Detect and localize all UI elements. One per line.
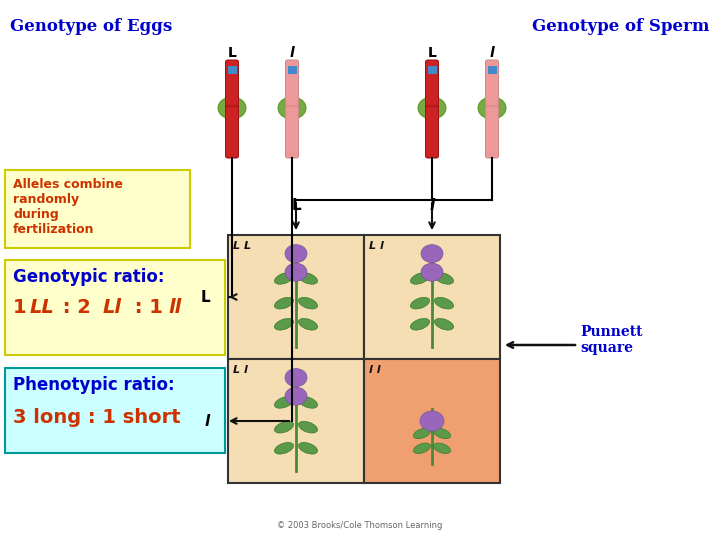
Text: Genotype of Sperm: Genotype of Sperm xyxy=(533,18,710,35)
Text: L l: L l xyxy=(369,241,384,251)
Ellipse shape xyxy=(410,319,430,330)
Text: Phenotypic ratio:: Phenotypic ratio: xyxy=(13,376,175,394)
Ellipse shape xyxy=(413,443,431,454)
FancyBboxPatch shape xyxy=(485,106,498,158)
Bar xyxy=(487,66,497,74)
Ellipse shape xyxy=(274,442,294,454)
Text: © 2003 Brooks/Cole Thomson Learning: © 2003 Brooks/Cole Thomson Learning xyxy=(277,521,443,530)
Ellipse shape xyxy=(218,97,246,119)
Text: Genotype of Eggs: Genotype of Eggs xyxy=(10,18,172,35)
FancyBboxPatch shape xyxy=(426,106,438,158)
Text: L: L xyxy=(200,289,210,305)
Ellipse shape xyxy=(434,298,454,309)
Ellipse shape xyxy=(418,97,446,119)
Text: ll: ll xyxy=(168,298,181,317)
Ellipse shape xyxy=(285,387,307,405)
Text: L: L xyxy=(428,46,436,60)
Bar xyxy=(364,359,500,483)
Ellipse shape xyxy=(274,319,294,330)
FancyBboxPatch shape xyxy=(286,60,299,110)
Ellipse shape xyxy=(420,411,444,431)
Text: 3 long : 1 short: 3 long : 1 short xyxy=(13,408,181,427)
Ellipse shape xyxy=(285,245,307,262)
FancyBboxPatch shape xyxy=(5,170,190,248)
Ellipse shape xyxy=(478,97,506,119)
Text: L l: L l xyxy=(233,365,248,375)
Ellipse shape xyxy=(434,273,454,284)
FancyBboxPatch shape xyxy=(5,368,225,453)
Text: l: l xyxy=(289,46,294,60)
Text: Punnett
square: Punnett square xyxy=(580,325,642,355)
Text: 1: 1 xyxy=(13,298,33,317)
Text: : 1: : 1 xyxy=(128,298,170,317)
Bar xyxy=(228,359,364,483)
Text: L: L xyxy=(291,198,301,213)
Ellipse shape xyxy=(274,396,294,408)
FancyBboxPatch shape xyxy=(225,106,238,158)
Ellipse shape xyxy=(299,442,318,454)
FancyBboxPatch shape xyxy=(225,60,238,110)
Ellipse shape xyxy=(299,319,318,330)
Ellipse shape xyxy=(274,421,294,433)
Text: LL: LL xyxy=(30,298,55,317)
Bar xyxy=(428,66,436,74)
FancyBboxPatch shape xyxy=(5,260,225,355)
Ellipse shape xyxy=(285,369,307,387)
Ellipse shape xyxy=(299,421,318,433)
Ellipse shape xyxy=(413,428,431,438)
Text: : 2: : 2 xyxy=(56,298,98,317)
Text: Alleles combine
randomly
during
fertilization: Alleles combine randomly during fertiliz… xyxy=(13,178,123,236)
Ellipse shape xyxy=(299,298,318,309)
Ellipse shape xyxy=(299,273,318,284)
FancyBboxPatch shape xyxy=(286,106,299,158)
Bar xyxy=(287,66,297,74)
Ellipse shape xyxy=(285,263,307,281)
Ellipse shape xyxy=(274,273,294,284)
Ellipse shape xyxy=(421,245,443,262)
Ellipse shape xyxy=(410,298,430,309)
Text: l: l xyxy=(204,414,210,429)
Ellipse shape xyxy=(274,298,294,309)
FancyBboxPatch shape xyxy=(485,60,498,110)
Bar xyxy=(228,235,364,359)
Ellipse shape xyxy=(299,396,318,408)
Ellipse shape xyxy=(410,273,430,284)
Text: Ll: Ll xyxy=(103,298,122,317)
Text: l l: l l xyxy=(369,365,381,375)
Ellipse shape xyxy=(278,97,306,119)
Ellipse shape xyxy=(433,443,451,454)
Bar xyxy=(228,66,236,74)
Text: Genotypic ratio:: Genotypic ratio: xyxy=(13,268,164,286)
FancyBboxPatch shape xyxy=(426,60,438,110)
Text: l: l xyxy=(490,46,495,60)
Text: L L: L L xyxy=(233,241,251,251)
Text: L: L xyxy=(228,46,236,60)
Ellipse shape xyxy=(421,263,443,281)
Ellipse shape xyxy=(433,428,451,438)
Text: l: l xyxy=(429,198,435,213)
Bar xyxy=(364,235,500,359)
Ellipse shape xyxy=(434,319,454,330)
